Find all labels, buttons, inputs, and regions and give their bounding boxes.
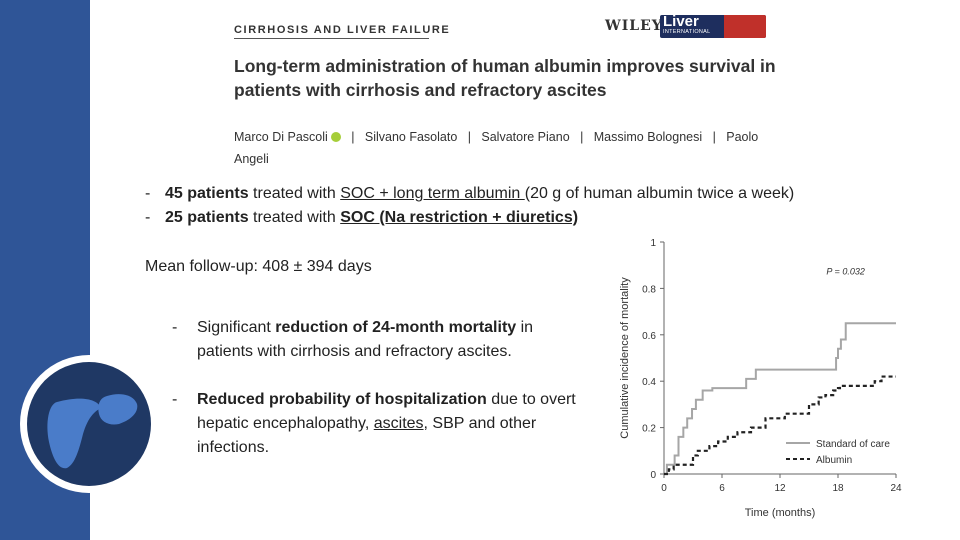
mortality-chart: 0 0.2 0.4 0.6 0.8 1 0 6 12 18 24 Time (months) Cumul… (619, 238, 902, 519)
p-value-annotation: P = 0.032 (826, 266, 864, 276)
legend-label: Standard of care (816, 439, 890, 450)
y-tick-label: 0.6 (642, 331, 656, 342)
y-tick-label: 0.8 (642, 284, 656, 295)
y-tick-label: 0 (650, 470, 656, 481)
followup-text: Mean follow-up: 408 ± 394 days (145, 258, 372, 275)
legend-label: Albumin (816, 455, 852, 466)
orcid-icon (330, 132, 341, 142)
x-axis-label: Time (months) (745, 507, 816, 519)
logo-main-text: Liver (663, 15, 699, 30)
y-axis-label: Cumulative incidence of mortality (619, 277, 631, 439)
author-separator: | (712, 130, 716, 144)
author-list: Marco Di Pascoli | Silvano Fasolato | Sa… (234, 126, 794, 170)
x-tick-label: 12 (774, 483, 786, 494)
author-separator: | (351, 130, 355, 144)
author-name: Salvatore Piano (481, 130, 570, 144)
liver-icon (47, 394, 138, 469)
x-tick-label: 6 (719, 483, 725, 494)
journal-logo: Liver INTERNATIONAL (660, 15, 766, 38)
journal-divider (234, 38, 429, 39)
author-separator: | (467, 130, 471, 144)
y-tick-label: 1 (650, 238, 656, 249)
y-tick-label: 0.2 (642, 424, 656, 435)
author-name: Silvano Fasolato (364, 130, 458, 144)
liver-badge (20, 355, 158, 493)
series-line-standard-of-care (664, 322, 896, 475)
publisher-logo: WILEY (605, 18, 663, 34)
finding-bullet: - Significant reduction of 24-month mort… (172, 319, 534, 360)
author-name: Massimo Bolognesi (593, 130, 703, 144)
author-separator: | (580, 130, 584, 144)
cohort-bullet: - 25 patients treated with SOC (Na restr… (145, 209, 579, 226)
series-line-albumin (664, 375, 896, 476)
y-tick-label: 0.4 (642, 377, 656, 388)
journal-section: CIRRHOSIS AND LIVER FAILURE (234, 24, 451, 36)
x-tick-label: 24 (890, 483, 902, 494)
x-tick-label: 0 (661, 483, 667, 494)
cohort-bullet: - 45 patients treated with SOC + long te… (145, 185, 795, 202)
x-tick-label: 18 (832, 483, 844, 494)
author-name: Paolo Angeli (234, 130, 759, 166)
finding-bullet: - Reduced probability of hospitalization… (172, 391, 576, 456)
paper-title: Long-term administration of human albumi… (234, 56, 776, 100)
logo-sub-text: INTERNATIONAL (663, 29, 711, 35)
author-name: Marco Di Pascoli (234, 130, 328, 144)
